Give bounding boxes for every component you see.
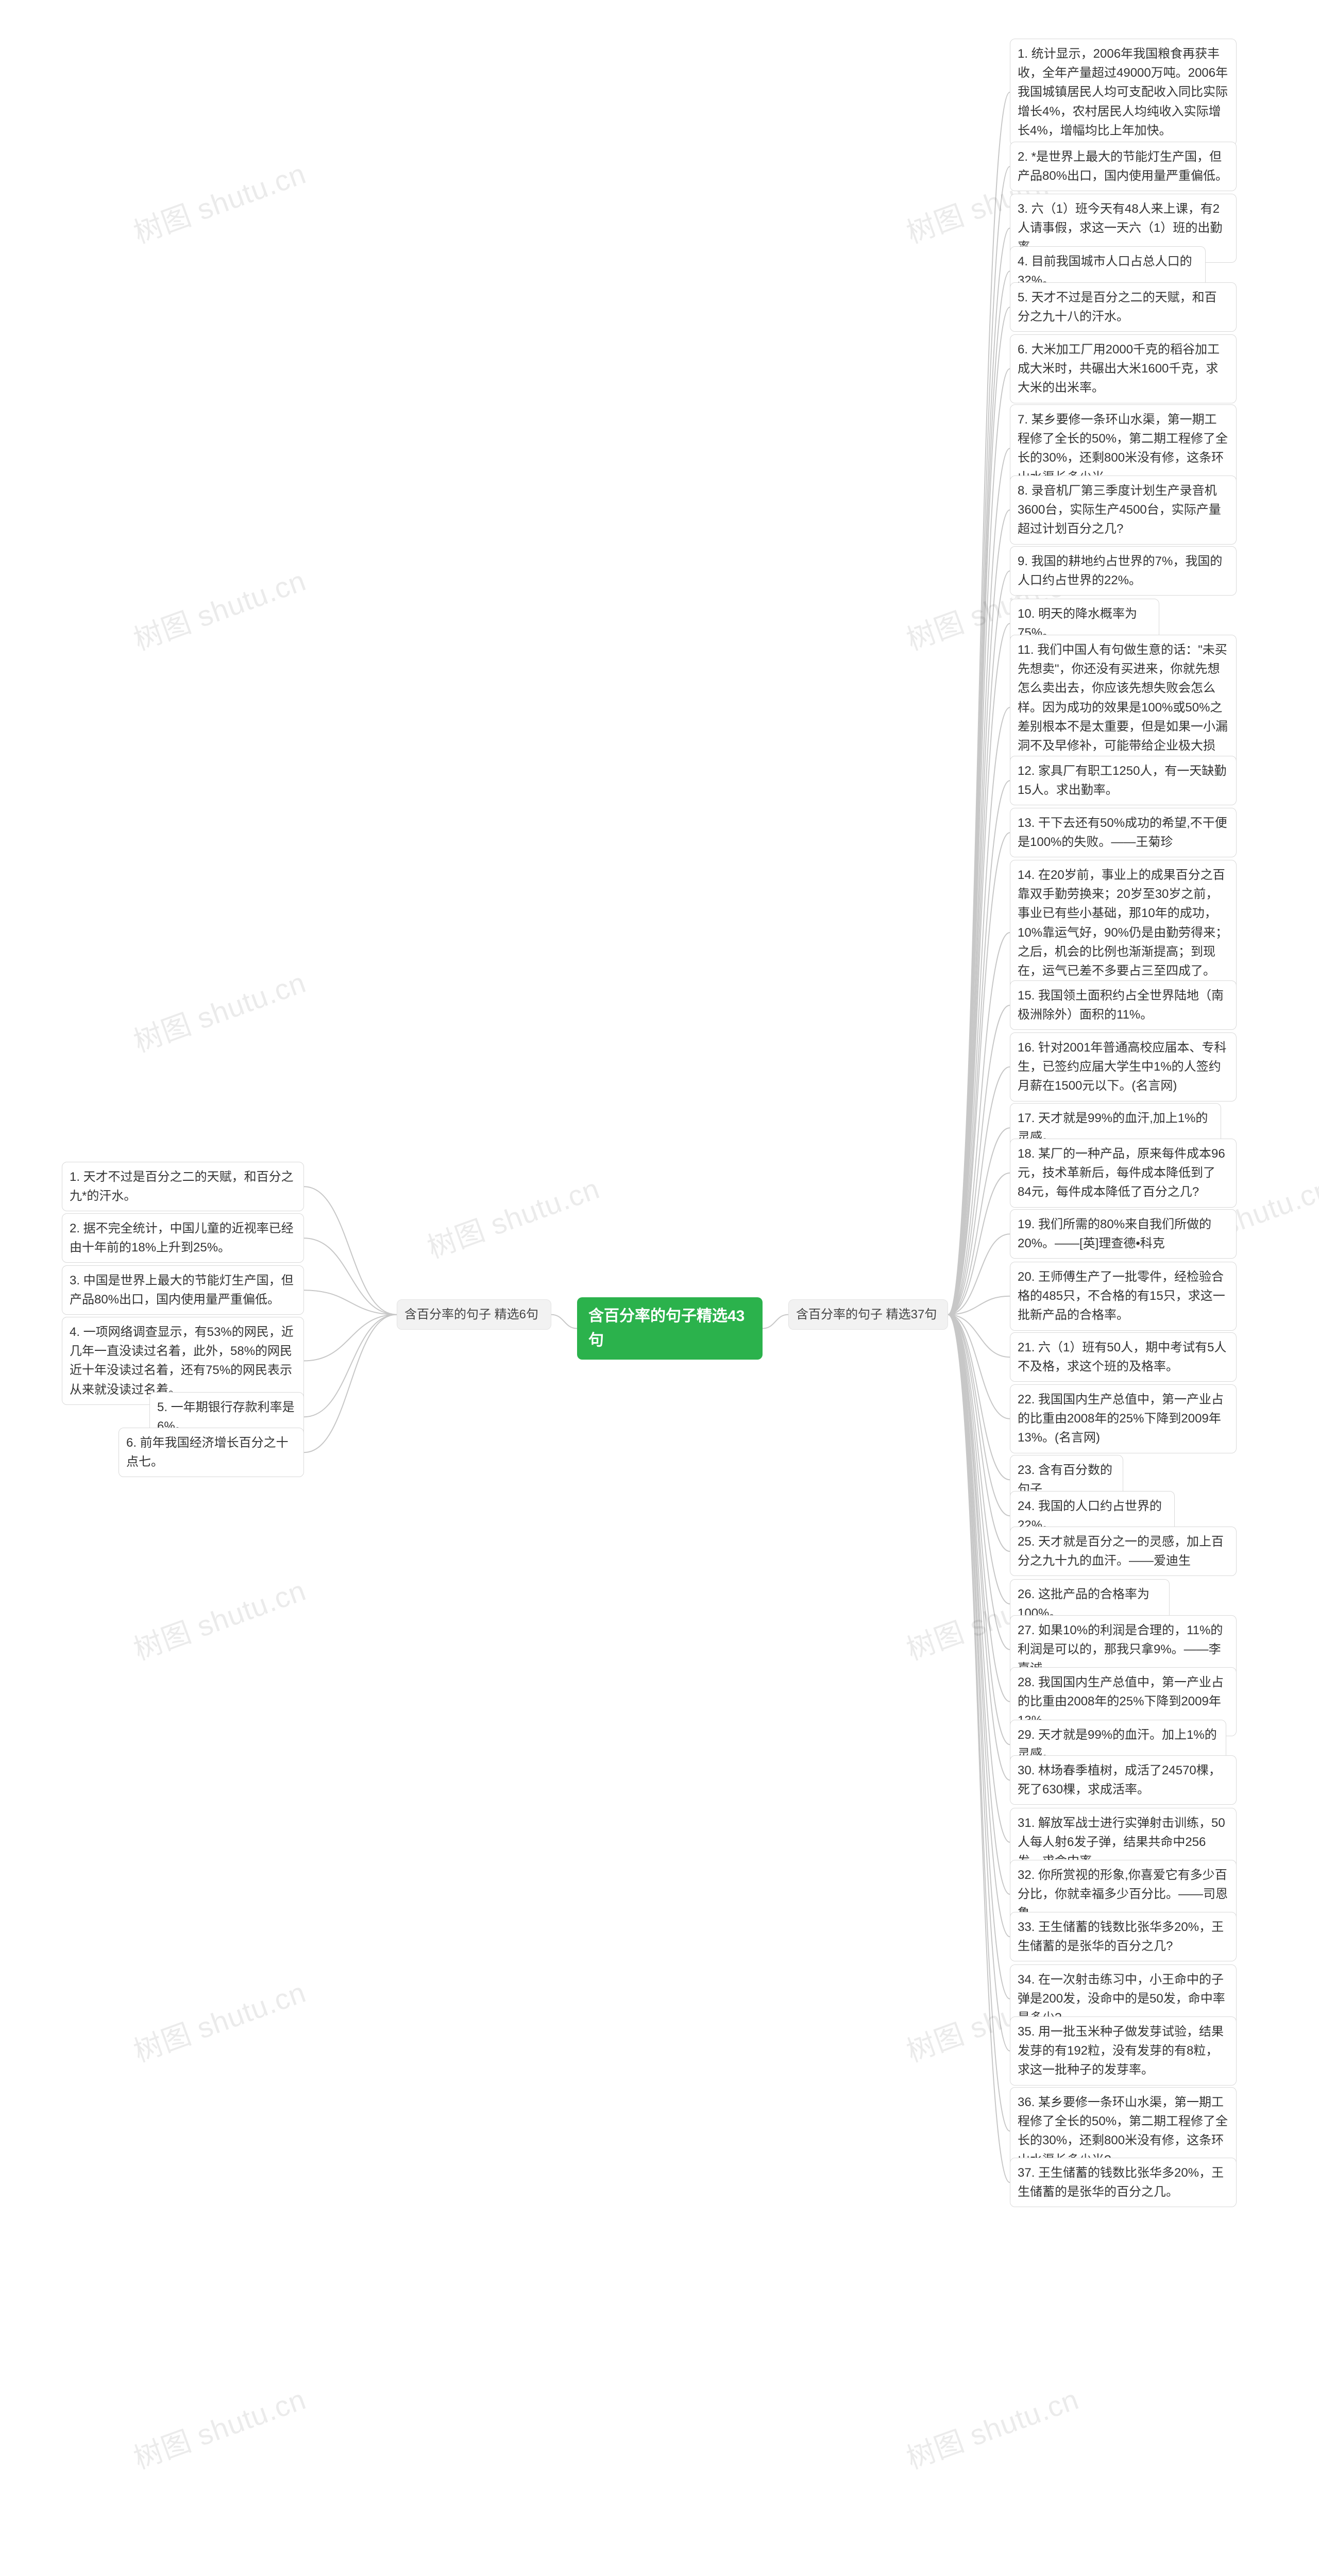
right-item-12: 12. 家具厂有职工1250人，有一天缺勤15人。求出勤率。 — [1010, 756, 1237, 805]
right-item-8: 8. 录音机厂第三季度计划生产录音机3600台，实际生产4500台，实际产量超过… — [1010, 476, 1237, 545]
left-item-2: 2. 据不完全统计，中国儿童的近视率已经由十年前的18%上升到25%。 — [62, 1213, 304, 1263]
mindmap-stage: 树图 shutu.cn 树图 shutu.cn 树图 shutu.cn 树图 shut… — [0, 0, 1319, 2576]
left-item-1: 1. 天才不过是百分之二的天赋，和百分之九*的汗水。 — [62, 1162, 304, 1211]
right-item-2: 2. *是世界上最大的节能灯生产国，但产品80%出口，国内使用量严重偏低。 — [1010, 142, 1237, 191]
left-branch: 含百分率的句子 精选6句 — [397, 1299, 551, 1330]
right-item-20: 20. 王师傅生产了一批零件，经检验合格的485只，不合格的有15只，求这一批新… — [1010, 1262, 1237, 1331]
right-item-18: 18. 某厂的一种产品，原来每件成本96元，技术革新后，每件成本降低到了84元，… — [1010, 1139, 1237, 1208]
right-item-15: 15. 我国领土面积约占全世界陆地（南极洲除外）面积的11%。 — [1010, 980, 1237, 1030]
watermark: 树图 shutu.cn — [127, 960, 311, 1061]
right-item-9: 9. 我国的耕地约占世界的7%，我国的人口约占世界的22%。 — [1010, 546, 1237, 596]
right-item-21: 21. 六（1）班有50人，期中考试有5人不及格，求这个班的及格率。 — [1010, 1332, 1237, 1382]
right-item-16: 16. 针对2001年普通高校应届本、专科生，已签约应届大学生中1%的人签约月薪… — [1010, 1032, 1237, 1101]
watermark: 树图 shutu.cn — [900, 2377, 1084, 2478]
right-item-13: 13. 干下去还有50%成功的希望,不干便是100%的失败。——王菊珍 — [1010, 808, 1237, 857]
watermark: 树图 shutu.cn — [127, 151, 311, 252]
right-item-37: 37. 王生储蓄的钱数比张华多20%，王生储蓄的是张华的百分之几。 — [1010, 2158, 1237, 2207]
watermark: 树图 shutu.cn — [421, 1166, 605, 1267]
watermark: 树图 shutu.cn — [127, 1568, 311, 1669]
right-branch: 含百分率的句子 精选37句 — [788, 1299, 948, 1330]
right-item-33: 33. 王生储蓄的钱数比张华多20%，王生储蓄的是张华的百分之几? — [1010, 1912, 1237, 1961]
left-item-3: 3. 中国是世界上最大的节能灯生产国，但产品80%出口，国内使用量严重偏低。 — [62, 1265, 304, 1315]
watermark: 树图 shutu.cn — [127, 2377, 311, 2478]
right-item-30: 30. 林场春季植树，成活了24570棵，死了630棵，求成活率。 — [1010, 1755, 1237, 1805]
right-item-5: 5. 天才不过是百分之二的天赋，和百分之九十八的汗水。 — [1010, 282, 1237, 332]
right-item-1: 1. 统计显示，2006年我国粮食再获丰收，全年产量超过49000万吨。2006… — [1010, 39, 1237, 146]
left-item-6: 6. 前年我国经济增长百分之十点七。 — [119, 1428, 304, 1477]
root-node: 含百分率的句子精选43句 — [577, 1297, 763, 1360]
right-item-22: 22. 我国国内生产总值中，第一产业占的比重由2008年的25%下降到2009年… — [1010, 1384, 1237, 1453]
right-item-6: 6. 大米加工厂用2000千克的稻谷加工成大米时，共碾出大米1600千克，求大米… — [1010, 334, 1237, 403]
right-item-19: 19. 我们所需的80%来自我们所做的20%。——[英]理查德•科克 — [1010, 1209, 1237, 1259]
watermark: 树图 shutu.cn — [127, 1970, 311, 2071]
right-item-25: 25. 天才就是百分之一的灵感，加上百分之九十九的血汗。——爱迪生 — [1010, 1527, 1237, 1576]
watermark: 树图 shutu.cn — [127, 558, 311, 659]
right-item-35: 35. 用一批玉米种子做发芽试验，结果发芽的有192粒，没有发芽的有8粒，求这一… — [1010, 2016, 1237, 2086]
